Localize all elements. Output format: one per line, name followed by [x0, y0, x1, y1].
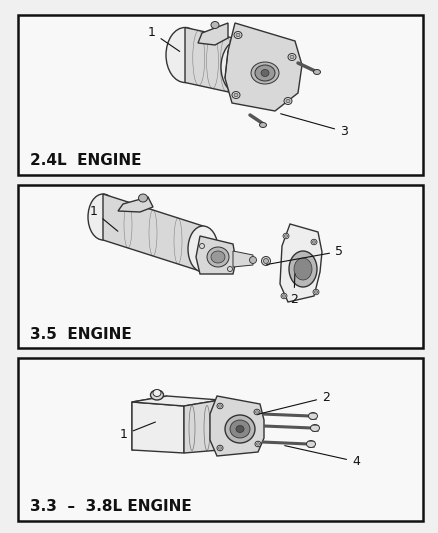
Ellipse shape [255, 411, 258, 413]
Bar [18, 358, 422, 521]
Ellipse shape [216, 403, 223, 409]
Ellipse shape [138, 194, 147, 202]
Text: 2: 2 [257, 391, 329, 414]
Ellipse shape [218, 447, 221, 449]
Text: 3.5  ENGINE: 3.5 ENGINE [30, 327, 131, 342]
Polygon shape [132, 396, 219, 406]
Ellipse shape [236, 425, 244, 432]
Text: 1: 1 [90, 205, 117, 231]
Polygon shape [225, 23, 301, 111]
Ellipse shape [283, 233, 288, 239]
Ellipse shape [280, 293, 286, 299]
Ellipse shape [283, 98, 291, 104]
Ellipse shape [187, 226, 218, 272]
Ellipse shape [256, 443, 259, 445]
Ellipse shape [233, 93, 237, 97]
Ellipse shape [88, 194, 118, 240]
Ellipse shape [199, 244, 204, 248]
Polygon shape [209, 396, 263, 456]
Ellipse shape [211, 251, 225, 263]
Polygon shape [195, 236, 236, 274]
Ellipse shape [261, 256, 270, 265]
Text: 3: 3 [280, 114, 347, 138]
Text: 2.4L  ENGINE: 2.4L ENGINE [30, 153, 141, 168]
Ellipse shape [254, 65, 274, 81]
Ellipse shape [287, 53, 295, 61]
Text: 3.3  –  3.8L ENGINE: 3.3 – 3.8L ENGINE [30, 499, 191, 514]
Ellipse shape [290, 55, 293, 59]
Polygon shape [118, 197, 153, 212]
Bar [18, 185, 422, 348]
Ellipse shape [308, 413, 317, 419]
Ellipse shape [225, 415, 254, 443]
Ellipse shape [306, 440, 315, 448]
Ellipse shape [230, 420, 249, 438]
Ellipse shape [249, 256, 256, 263]
Ellipse shape [233, 31, 241, 38]
Ellipse shape [285, 99, 290, 103]
Ellipse shape [254, 409, 259, 415]
Ellipse shape [259, 123, 266, 127]
Ellipse shape [207, 247, 229, 267]
Polygon shape [233, 251, 252, 267]
Ellipse shape [310, 424, 319, 432]
Ellipse shape [310, 239, 316, 245]
Ellipse shape [153, 390, 161, 397]
Ellipse shape [211, 21, 219, 28]
Ellipse shape [236, 33, 240, 37]
Ellipse shape [261, 69, 268, 77]
Ellipse shape [254, 441, 261, 447]
Bar [18, 15, 422, 175]
Ellipse shape [166, 28, 204, 83]
Ellipse shape [312, 289, 318, 295]
Ellipse shape [312, 241, 315, 243]
Polygon shape [132, 396, 166, 450]
Text: 5: 5 [266, 245, 342, 264]
Ellipse shape [288, 251, 316, 287]
Ellipse shape [251, 62, 279, 84]
Polygon shape [184, 28, 240, 94]
Ellipse shape [284, 235, 287, 237]
Ellipse shape [216, 445, 223, 451]
Text: 2: 2 [290, 274, 297, 306]
Ellipse shape [227, 266, 232, 271]
Polygon shape [279, 224, 321, 302]
Polygon shape [198, 23, 227, 45]
Ellipse shape [263, 259, 268, 263]
Ellipse shape [282, 295, 285, 297]
Ellipse shape [293, 258, 311, 280]
Polygon shape [132, 402, 184, 453]
Text: 4: 4 [284, 446, 359, 468]
Ellipse shape [150, 390, 163, 400]
Text: 1: 1 [148, 26, 179, 52]
Text: 1: 1 [120, 422, 155, 441]
Polygon shape [103, 194, 202, 272]
Polygon shape [184, 400, 219, 453]
Ellipse shape [231, 92, 240, 99]
Ellipse shape [314, 290, 317, 293]
Ellipse shape [220, 39, 258, 94]
Ellipse shape [313, 69, 320, 75]
Ellipse shape [218, 405, 221, 407]
